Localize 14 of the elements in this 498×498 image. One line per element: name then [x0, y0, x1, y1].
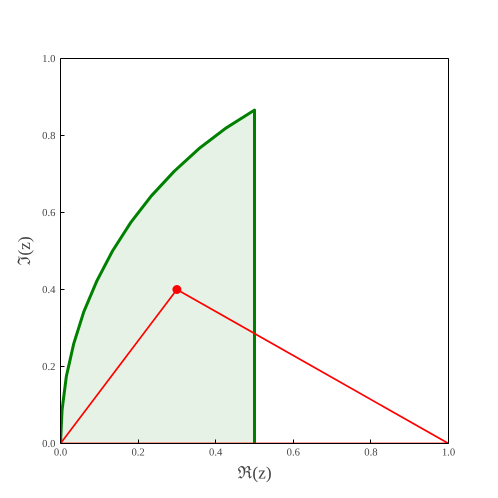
- x-tick-label: 0.6: [286, 448, 301, 458]
- y-tick-label: 1.0: [42, 54, 56, 65]
- y-tick-label: 0.2: [42, 362, 56, 373]
- y-tick-label: 0.8: [42, 131, 56, 142]
- x-tick-label: 0.8: [364, 448, 378, 458]
- x-tick-label: 0.4: [209, 448, 224, 458]
- x-axis-title: ℜ(z): [237, 464, 272, 482]
- x-tick-label: 0.2: [131, 448, 145, 458]
- y-tick-label: 0.6: [42, 208, 56, 219]
- y-axis-title: ℑ(z): [15, 236, 34, 266]
- y-tick-label: 0.0: [42, 439, 56, 450]
- x-tick-label: 0.0: [54, 448, 68, 458]
- y-tick-label: 0.4: [42, 285, 56, 296]
- x-tick-label: 1.0: [442, 448, 456, 458]
